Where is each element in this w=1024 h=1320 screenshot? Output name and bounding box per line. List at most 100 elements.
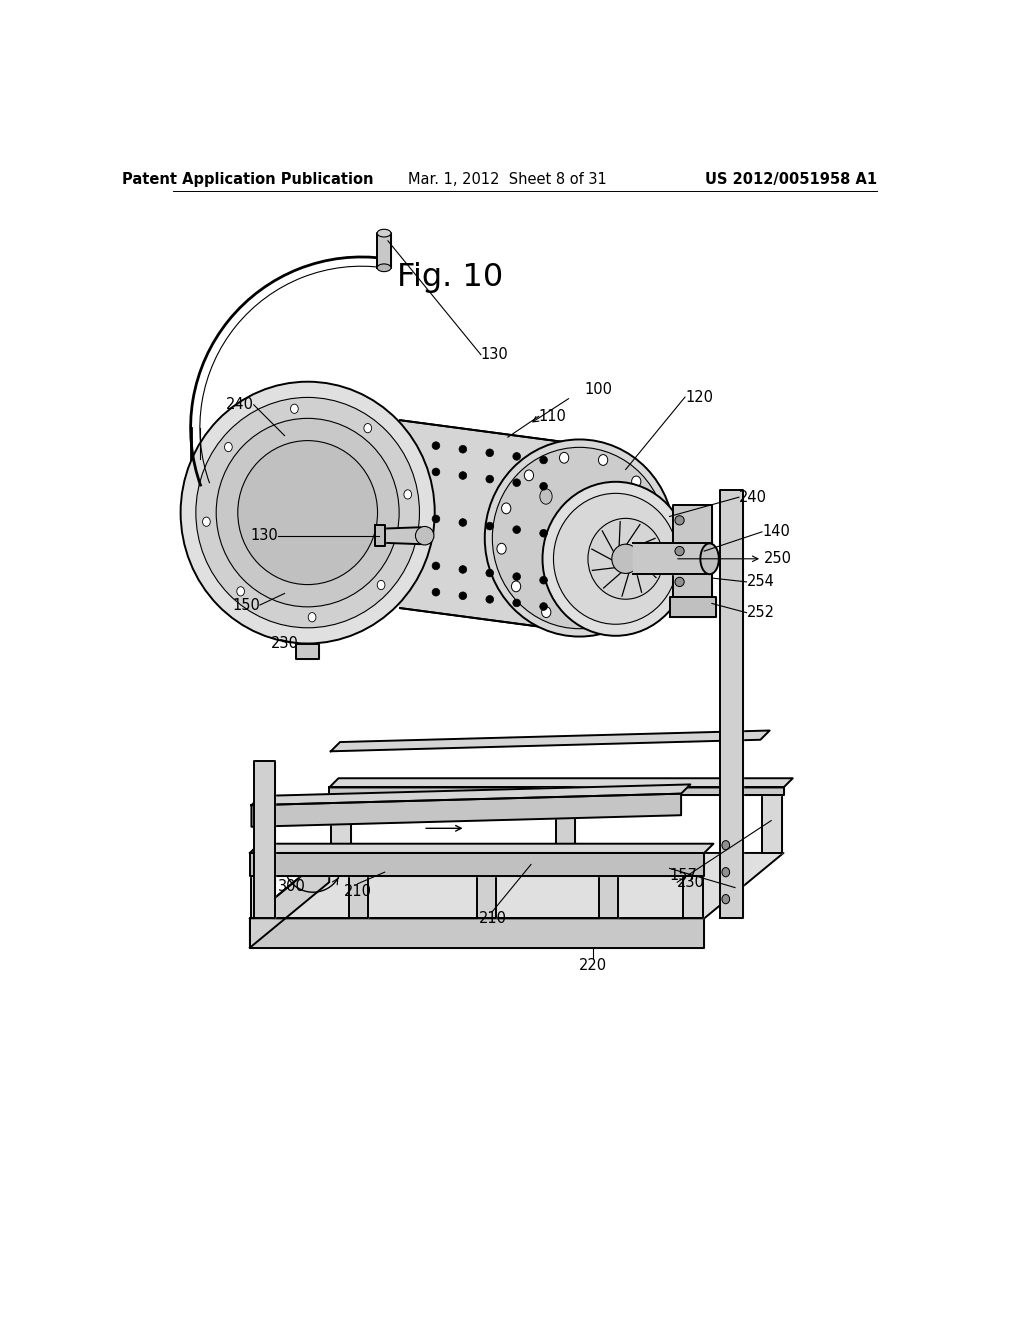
Ellipse shape [377,264,391,272]
Polygon shape [250,853,330,948]
Ellipse shape [540,482,548,490]
Ellipse shape [364,424,372,433]
Ellipse shape [432,469,439,475]
Text: 230: 230 [677,875,706,890]
Text: 240: 240 [739,490,767,504]
Ellipse shape [540,603,548,610]
Ellipse shape [238,441,378,585]
Ellipse shape [542,607,551,618]
Polygon shape [349,876,368,919]
Ellipse shape [459,519,467,527]
Text: 120: 120 [685,389,713,405]
Text: US 2012/0051958 A1: US 2012/0051958 A1 [706,172,878,186]
Ellipse shape [580,614,589,626]
Polygon shape [250,843,714,853]
Polygon shape [250,853,783,919]
Polygon shape [330,788,783,795]
Polygon shape [599,876,617,919]
Ellipse shape [180,381,435,644]
Ellipse shape [613,565,626,581]
Ellipse shape [598,454,607,466]
Ellipse shape [513,479,520,487]
Polygon shape [556,810,574,853]
Text: Fig. 10: Fig. 10 [397,263,503,293]
Ellipse shape [432,515,439,523]
Ellipse shape [588,519,664,599]
Ellipse shape [722,895,730,904]
Polygon shape [254,760,275,919]
Ellipse shape [632,477,641,487]
Polygon shape [674,506,712,598]
Ellipse shape [459,471,467,479]
Ellipse shape [722,841,730,850]
Ellipse shape [540,529,548,537]
Ellipse shape [540,488,552,504]
Ellipse shape [700,544,719,574]
Polygon shape [720,490,742,919]
Ellipse shape [459,565,467,573]
Polygon shape [250,853,705,876]
Ellipse shape [486,475,494,483]
Ellipse shape [513,525,520,533]
Ellipse shape [513,599,520,607]
Text: 210: 210 [344,884,372,899]
Polygon shape [379,527,421,544]
Text: 252: 252 [746,605,774,620]
Ellipse shape [493,447,667,628]
Polygon shape [400,420,580,632]
Ellipse shape [196,397,420,628]
Ellipse shape [611,544,640,573]
Polygon shape [330,779,793,788]
Text: 254: 254 [746,574,774,590]
Ellipse shape [224,442,232,451]
Ellipse shape [459,591,467,599]
Text: 130: 130 [481,347,509,362]
Text: 250: 250 [764,552,792,566]
Text: 140: 140 [762,524,790,540]
Polygon shape [252,793,681,826]
Text: 210: 210 [478,911,507,927]
Ellipse shape [308,612,316,622]
Ellipse shape [675,516,684,525]
Ellipse shape [543,482,689,636]
Ellipse shape [675,577,684,586]
Ellipse shape [502,503,511,513]
Text: 157: 157 [670,869,697,883]
Ellipse shape [432,442,439,450]
Ellipse shape [511,581,520,591]
Polygon shape [670,598,716,616]
Ellipse shape [291,404,298,413]
Ellipse shape [651,511,660,523]
Ellipse shape [540,457,548,463]
Polygon shape [250,919,705,948]
Polygon shape [762,788,782,853]
Polygon shape [683,853,702,919]
Ellipse shape [403,490,412,499]
Text: 220: 220 [579,958,606,973]
Text: 130: 130 [251,528,279,544]
Polygon shape [377,234,391,268]
Polygon shape [252,853,271,919]
Ellipse shape [203,517,210,527]
Ellipse shape [497,544,506,554]
Ellipse shape [432,589,439,597]
Polygon shape [400,420,580,632]
Ellipse shape [416,527,434,545]
Ellipse shape [486,595,494,603]
Text: 300: 300 [279,879,306,894]
Ellipse shape [554,494,678,624]
Ellipse shape [559,453,568,463]
Ellipse shape [377,581,385,590]
Ellipse shape [540,577,548,583]
Ellipse shape [486,569,494,577]
Ellipse shape [432,562,439,570]
Polygon shape [633,544,710,574]
Polygon shape [252,784,690,805]
Polygon shape [331,730,770,751]
Ellipse shape [617,602,627,612]
Ellipse shape [459,445,467,453]
Ellipse shape [486,523,494,529]
Text: 150: 150 [232,598,260,612]
Ellipse shape [237,586,245,595]
Ellipse shape [513,453,520,461]
